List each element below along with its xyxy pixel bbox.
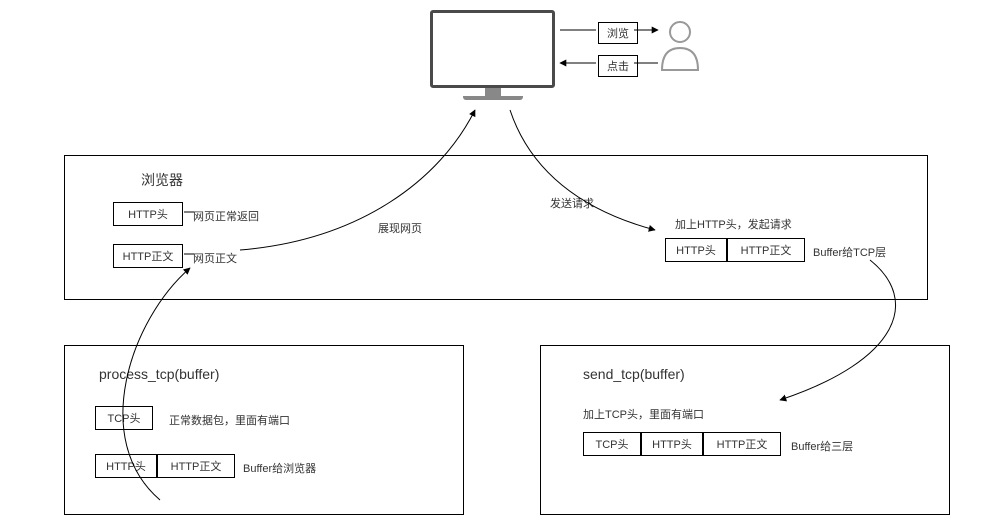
browser-title: 浏览器 <box>141 170 183 190</box>
send-tcp-tcphead: TCP头 <box>583 432 641 456</box>
browser-http-body: HTTP正文 <box>113 244 183 268</box>
process-tcp-title: process_tcp(buffer) <box>99 366 219 382</box>
browser-right-http-head: HTTP头 <box>665 238 727 262</box>
browse-label: 浏览 <box>598 22 638 44</box>
send-req-label: 发送请求 <box>550 195 594 211</box>
browser-right-caption: 加上HTTP头，发起请求 <box>675 216 792 232</box>
process-tcp-httpbody: HTTP正文 <box>157 454 235 478</box>
browser-http-head: HTTP头 <box>113 202 183 226</box>
send-tcp-httphead: HTTP头 <box>641 432 703 456</box>
process-tcp-tcpnote: 正常数据包，里面有端口 <box>169 412 290 428</box>
click-label: 点击 <box>598 55 638 77</box>
process-tcp-httphead: HTTP头 <box>95 454 157 478</box>
browser-right-http-body: HTTP正文 <box>727 238 805 262</box>
send-tcp-httpbody: HTTP正文 <box>703 432 781 456</box>
process-tcp-panel: process_tcp(buffer) TCP头 正常数据包，里面有端口 HTT… <box>64 345 464 515</box>
monitor-icon <box>430 10 555 110</box>
send-tcp-panel: send_tcp(buffer) 加上TCP头，里面有端口 TCP头 HTTP头… <box>540 345 950 515</box>
browser-panel: 浏览器 HTTP头 网页正常返回 HTTP正文 网页正文 加上HTTP头，发起请… <box>64 155 928 300</box>
user-icon <box>660 20 700 75</box>
process-tcp-tcphead: TCP头 <box>95 406 153 430</box>
browser-http-body-note: 网页正文 <box>193 250 237 266</box>
send-tcp-bufnote: Buffer给三层 <box>791 438 853 454</box>
browser-right-note: Buffer给TCP层 <box>813 244 886 260</box>
browser-http-head-note: 网页正常返回 <box>193 208 259 224</box>
process-tcp-bufnote: Buffer给浏览器 <box>243 460 316 476</box>
send-tcp-title: send_tcp(buffer) <box>583 366 685 382</box>
send-tcp-caption: 加上TCP头，里面有端口 <box>583 406 704 422</box>
show-page-label: 展现网页 <box>378 220 422 236</box>
